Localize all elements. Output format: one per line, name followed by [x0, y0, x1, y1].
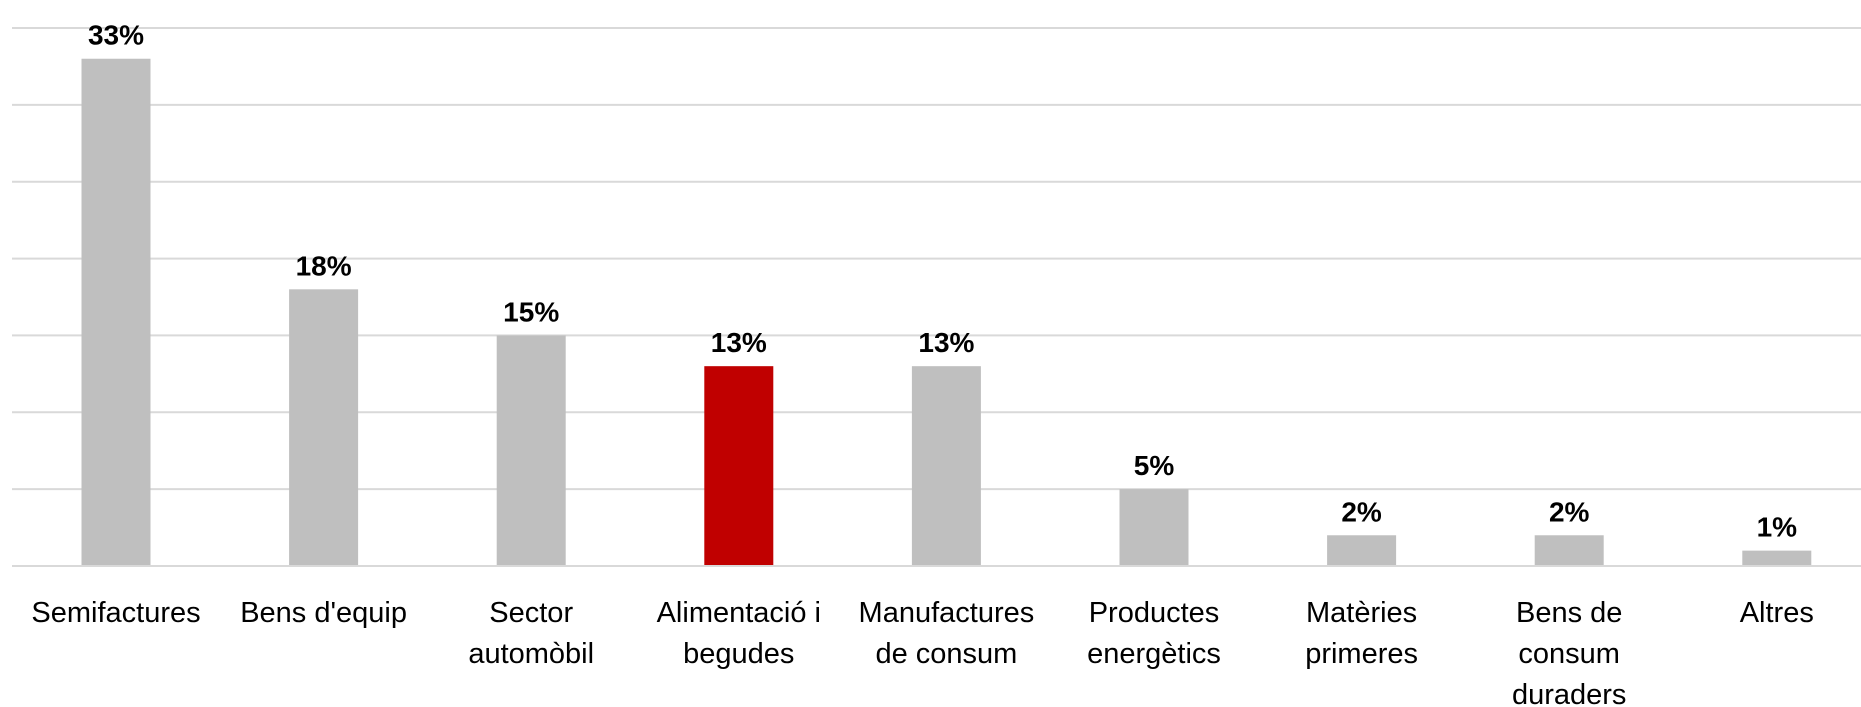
- category-label: Bens de consum duraders: [1512, 597, 1626, 707]
- bar: [911, 366, 981, 566]
- category-label: Manufactures de consum: [859, 597, 1035, 670]
- category-label-line: Bens de: [1516, 597, 1622, 629]
- data-label: 5%: [1134, 450, 1175, 481]
- category-label-line: begudes: [683, 638, 794, 670]
- category-label-line: Alimentació i: [657, 597, 821, 629]
- bar: [496, 335, 566, 566]
- bar: [1534, 535, 1604, 566]
- category-label: Sector automòbil: [468, 597, 594, 670]
- category-label-line: energètics: [1087, 638, 1221, 670]
- bar: [704, 366, 774, 566]
- category-label-line: Semifactures: [31, 597, 200, 629]
- category-label-line: Altres: [1740, 597, 1814, 629]
- category-label-line: automòbil: [468, 638, 594, 670]
- data-label: 1%: [1757, 512, 1798, 543]
- category-label-line: Productes: [1089, 597, 1220, 629]
- bars: [81, 58, 1812, 566]
- data-label: 13%: [918, 327, 974, 358]
- category-label: Productes energètics: [1087, 597, 1221, 670]
- category-label: Semifactures: [31, 597, 200, 629]
- category-label-line: Sector: [489, 597, 573, 629]
- category-label-line: Manufactures: [859, 597, 1035, 629]
- data-label: 33%: [88, 20, 144, 51]
- category-label-line: Matèries: [1306, 597, 1417, 629]
- data-label: 13%: [711, 327, 767, 358]
- bar: [1742, 550, 1812, 566]
- bar: [1119, 489, 1189, 566]
- data-label: 2%: [1549, 496, 1590, 527]
- category-label-line: Bens d'equip: [240, 597, 407, 629]
- category-label: Alimentació i begudes: [657, 597, 821, 670]
- category-label: Altres: [1740, 597, 1814, 629]
- bar: [289, 289, 359, 566]
- category-label-line: primeres: [1305, 638, 1418, 670]
- category-label: Matèries primeres: [1305, 597, 1418, 670]
- data-labels: 33% 18% 15% 13% 13% 5% 2% 2% 1%: [88, 20, 1797, 543]
- category-label-line: de consum: [875, 638, 1017, 670]
- category-labels: Semifactures Bens d'equip Sector automòbil A…: [31, 597, 1813, 707]
- bar: [1327, 535, 1397, 566]
- bar: [81, 58, 151, 566]
- category-label: Bens d'equip: [240, 597, 407, 629]
- data-label: 15%: [503, 296, 559, 327]
- category-label-line: consum: [1518, 638, 1620, 670]
- data-label: 2%: [1341, 496, 1382, 527]
- category-label-line: duraders: [1512, 679, 1626, 707]
- data-label: 18%: [296, 250, 352, 281]
